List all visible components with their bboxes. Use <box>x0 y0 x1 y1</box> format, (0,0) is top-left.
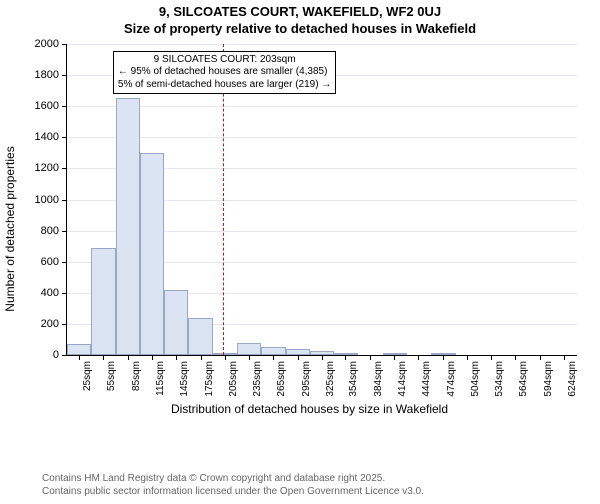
title-block: 9, SILCOATES COURT, WAKEFIELD, WF2 0UJ S… <box>0 4 600 36</box>
xtick-label: 594sqm <box>543 361 554 397</box>
ytick-label: 1800 <box>35 69 59 81</box>
ytick-mark <box>62 168 67 169</box>
xtick-mark <box>418 355 419 360</box>
ytick-label: 400 <box>41 287 59 299</box>
gridline-h <box>67 137 577 138</box>
xtick-mark <box>564 355 565 360</box>
xtick-mark <box>298 355 299 360</box>
ytick-mark <box>62 324 67 325</box>
xtick-label: 115sqm <box>155 361 166 396</box>
x-axis-label: Distribution of detached houses by size … <box>42 402 577 416</box>
ytick-mark <box>62 75 67 76</box>
xtick-mark <box>103 355 104 360</box>
xtick-mark <box>176 355 177 360</box>
histogram-bar <box>140 153 164 355</box>
xtick-mark <box>322 355 323 360</box>
ytick-mark <box>62 262 67 263</box>
annotation-line1: 9 SILCOATES COURT: 203sqm <box>118 54 331 67</box>
xtick-label: 85sqm <box>131 361 142 391</box>
xtick-mark <box>79 355 80 360</box>
page-title-line1: 9, SILCOATES COURT, WAKEFIELD, WF2 0UJ <box>0 4 600 19</box>
ytick-label: 800 <box>41 225 59 237</box>
chart-container: Number of detached properties 0200400600… <box>42 44 577 414</box>
ytick-label: 200 <box>41 318 59 330</box>
xtick-label: 354sqm <box>348 361 359 397</box>
xtick-label: 474sqm <box>446 361 457 397</box>
ytick-mark <box>62 200 67 201</box>
xtick-mark <box>128 355 129 360</box>
xtick-mark <box>540 355 541 360</box>
ytick-label: 1000 <box>35 194 59 206</box>
xtick-label: 25sqm <box>82 361 93 391</box>
ytick-label: 2000 <box>35 38 59 50</box>
xtick-label: 564sqm <box>518 361 529 397</box>
histogram-bar <box>164 290 188 355</box>
histogram-bar <box>237 343 261 355</box>
ytick-mark <box>62 44 67 45</box>
xtick-label: 384sqm <box>373 361 384 397</box>
xtick-label: 175sqm <box>204 361 215 397</box>
xtick-label: 504sqm <box>470 361 481 397</box>
xtick-mark <box>394 355 395 360</box>
footer-line2: Contains public sector information licen… <box>42 485 424 498</box>
annotation-line2: ← 95% of detached houses are smaller (4,… <box>118 66 331 79</box>
ytick-mark <box>62 355 67 356</box>
xtick-mark <box>152 355 153 360</box>
xtick-label: 534sqm <box>494 361 505 397</box>
xtick-label: 145sqm <box>179 361 190 397</box>
y-axis-label: Number of detached properties <box>3 146 17 311</box>
ytick-label: 1200 <box>35 162 59 174</box>
ytick-label: 0 <box>53 349 59 361</box>
ytick-mark <box>62 137 67 138</box>
xtick-mark <box>370 355 371 360</box>
ytick-label: 600 <box>41 256 59 268</box>
xtick-label: 205sqm <box>228 361 239 397</box>
xtick-mark <box>345 355 346 360</box>
plot-area: 020040060080010001200140016001800200025s… <box>66 44 577 356</box>
annotation-box: 9 SILCOATES COURT: 203sqm← 95% of detach… <box>113 51 336 95</box>
xtick-mark <box>201 355 202 360</box>
xtick-label: 325sqm <box>325 361 336 397</box>
xtick-label: 235sqm <box>252 361 263 397</box>
histogram-bar <box>91 248 115 355</box>
xtick-label: 265sqm <box>276 361 287 397</box>
xtick-label: 295sqm <box>301 361 312 397</box>
xtick-mark <box>515 355 516 360</box>
xtick-label: 414sqm <box>397 361 408 397</box>
histogram-bar <box>67 344 91 355</box>
xtick-label: 55sqm <box>106 361 117 391</box>
footer-credits: Contains HM Land Registry data © Crown c… <box>42 472 424 498</box>
ytick-mark <box>62 106 67 107</box>
ytick-label: 1600 <box>35 100 59 112</box>
ytick-mark <box>62 293 67 294</box>
footer-line1: Contains HM Land Registry data © Crown c… <box>42 472 424 485</box>
xtick-mark <box>443 355 444 360</box>
gridline-h <box>67 44 577 45</box>
xtick-mark <box>273 355 274 360</box>
xtick-label: 624sqm <box>567 361 578 397</box>
annotation-line3: 5% of semi-detached houses are larger (2… <box>118 79 331 92</box>
gridline-h <box>67 106 577 107</box>
ytick-label: 1400 <box>35 131 59 143</box>
ytick-mark <box>62 231 67 232</box>
histogram-bar <box>188 318 212 355</box>
xtick-mark <box>491 355 492 360</box>
xtick-mark <box>249 355 250 360</box>
xtick-mark <box>467 355 468 360</box>
page-title-line2: Size of property relative to detached ho… <box>0 21 600 36</box>
histogram-bar <box>261 347 285 355</box>
histogram-bar <box>116 98 140 355</box>
xtick-label: 444sqm <box>421 361 432 397</box>
xtick-mark <box>225 355 226 360</box>
